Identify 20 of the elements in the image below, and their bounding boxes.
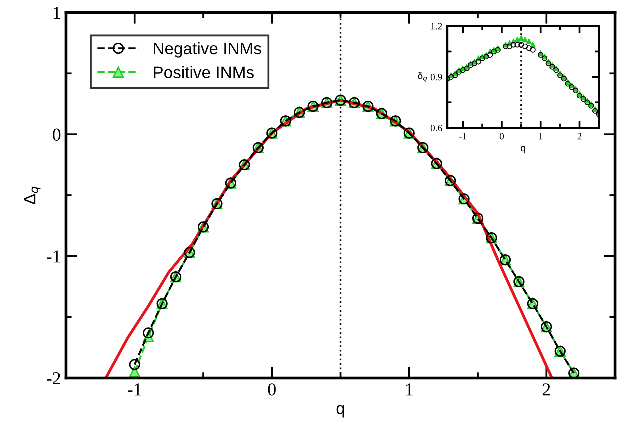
x-tick-label: 0 (268, 384, 276, 396)
x-tick-label: 2 (578, 133, 582, 140)
y-axis-title: Δ$_{q}$ (24, 186, 41, 205)
y-tick-label: 0.9 (430, 74, 442, 81)
legend-label: Negative INMs (154, 42, 262, 58)
x-axis-title: q (521, 146, 526, 154)
y-tick-label: 0.6 (430, 124, 442, 132)
y-tick-label: -1 (47, 250, 60, 263)
legend-label: Positive INMs (154, 66, 254, 78)
x-tick-label: 1 (406, 384, 413, 396)
x-tick-label: 0 (500, 133, 504, 140)
x-tick-label: 2 (542, 384, 550, 396)
x-tick-label: -1 (459, 133, 467, 140)
x-tick-label: -1 (128, 384, 142, 396)
x-axis-title: q (336, 405, 344, 418)
y-tick-label: 1 (54, 7, 60, 19)
y-tick-label: -2 (47, 372, 60, 384)
y-tick-label: 1.2 (431, 23, 442, 30)
y-axis-title: δ$_{q}$ (418, 72, 428, 82)
x-tick-label: 1 (539, 133, 543, 140)
